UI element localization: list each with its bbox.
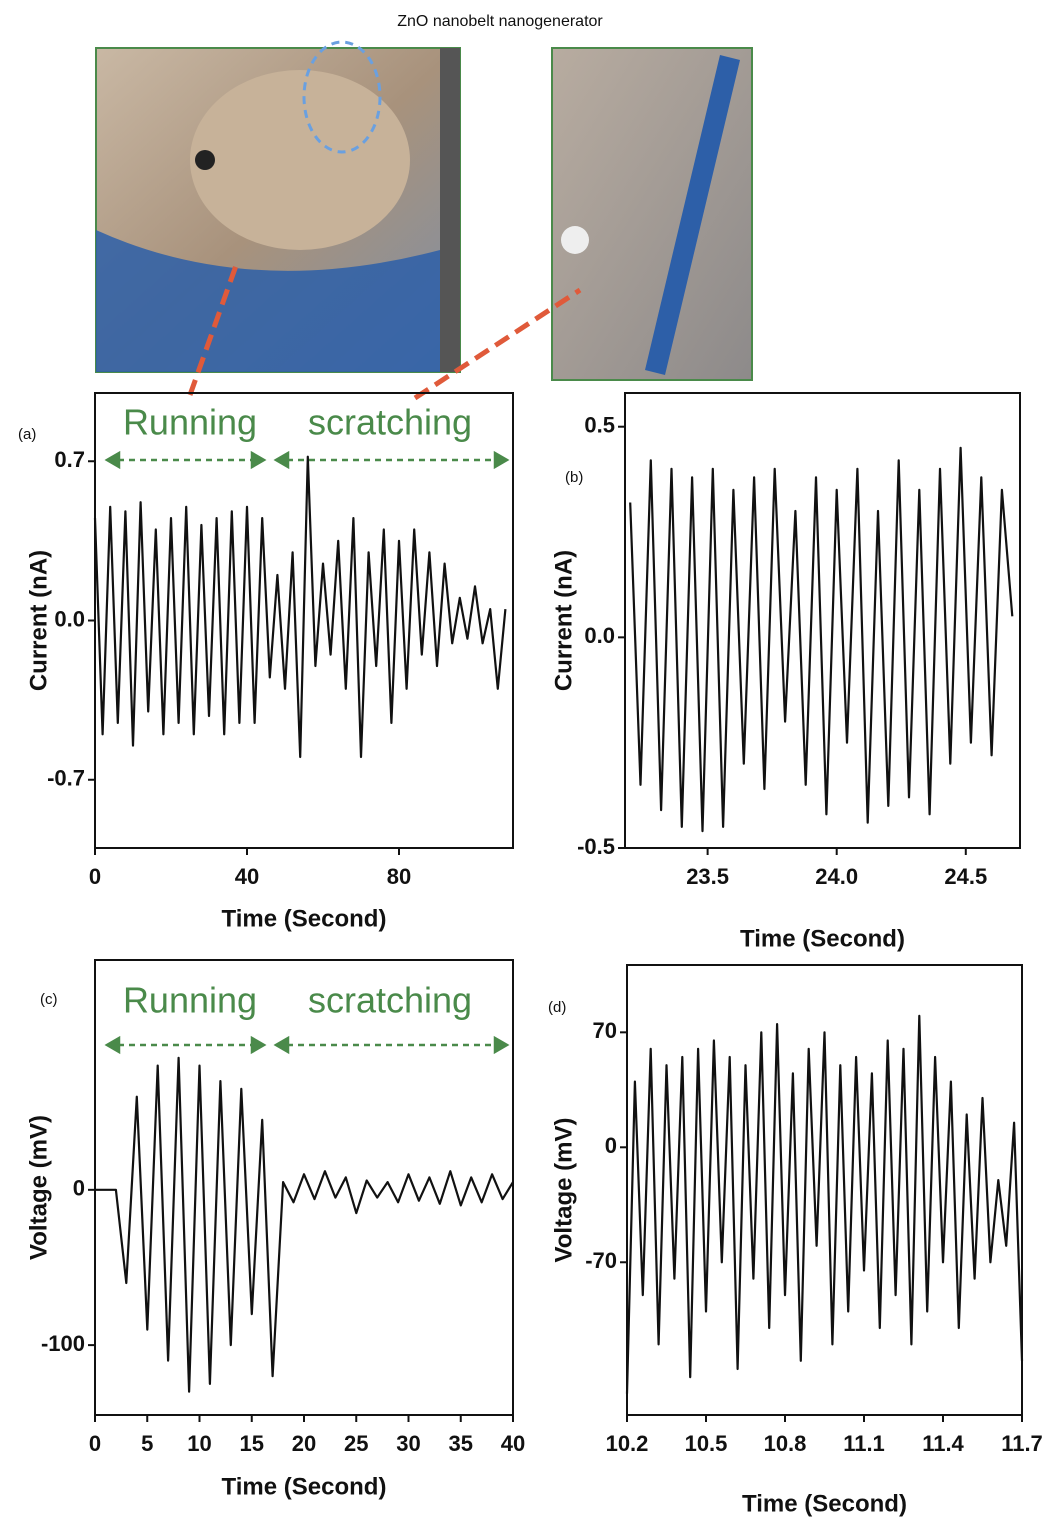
x-tick-label: 5: [141, 1431, 153, 1456]
y-axis-title: Voltage (mV): [550, 1118, 577, 1263]
pointer-arrows: [187, 259, 582, 401]
panel-label: (b): [565, 469, 583, 486]
y-tick-label: 0.0: [54, 606, 85, 631]
plot-frame: [624, 392, 1021, 849]
y-tick-label: 0.5: [584, 413, 615, 438]
signal-line: [95, 1056, 514, 1393]
x-tick-label: 0: [89, 1431, 101, 1456]
y-axis-title: Current (nA): [25, 550, 52, 691]
y-axis-title: Current (nA): [550, 550, 577, 691]
x-tick-label: 11.4: [922, 1431, 964, 1456]
arrow-head: [493, 450, 510, 470]
x-tick-label: 10.2: [606, 1431, 649, 1456]
x-tick-label: 0: [89, 864, 101, 889]
y-tick-label: -0.5: [577, 834, 615, 859]
arrow-head: [104, 450, 121, 470]
x-tick-label: 10.5: [685, 1431, 728, 1456]
phase-annotation: scratching: [308, 980, 472, 1021]
x-tick-label: 40: [501, 1431, 525, 1456]
x-axis-title: Time (Second): [222, 905, 387, 932]
caption: ZnO nanobelt nanogenerator: [397, 13, 603, 30]
panel-label: (c): [40, 991, 58, 1008]
y-tick-label: 0: [73, 1176, 85, 1201]
x-tick-label: 11.7: [1001, 1431, 1043, 1456]
arrow-head: [250, 1035, 267, 1055]
y-tick-label: 0.7: [54, 447, 85, 472]
x-tick-label: 35: [449, 1431, 473, 1456]
plot-frame: [94, 959, 514, 1416]
x-tick-label: 40: [235, 864, 259, 889]
phase-annotation: Running: [123, 402, 257, 443]
x-tick-label: 10.8: [764, 1431, 807, 1456]
y-tick-label: -70: [585, 1248, 617, 1273]
arrow-head: [104, 1035, 121, 1055]
x-tick-label: 23.5: [686, 864, 729, 889]
x-tick-label: 20: [292, 1431, 316, 1456]
y-tick-label: -0.7: [47, 766, 85, 791]
x-axis-title: Time (Second): [742, 1490, 907, 1517]
y-tick-label: -100: [41, 1331, 85, 1356]
phase-arrows: [104, 450, 510, 470]
photo-scratching: [551, 47, 753, 381]
arrow-head: [273, 1035, 290, 1055]
x-axis-title: Time (Second): [740, 925, 905, 952]
x-tick-label: 24.5: [944, 864, 987, 889]
arrow-head: [273, 450, 290, 470]
x-tick-label: 10: [187, 1431, 211, 1456]
phase-annotation: scratching: [308, 402, 472, 443]
y-tick-label: 70: [593, 1018, 617, 1043]
x-tick-label: 80: [387, 864, 411, 889]
signal-line: [625, 1014, 1024, 1394]
x-tick-label: 11.1: [843, 1431, 885, 1456]
y-tick-label: 0: [605, 1133, 617, 1158]
phase-arrows: [104, 1035, 510, 1055]
signal-line: [629, 446, 1014, 833]
x-tick-label: 15: [240, 1431, 264, 1456]
panel-label: (d): [548, 999, 566, 1016]
x-axis-title: Time (Second): [222, 1473, 387, 1500]
x-tick-label: 30: [396, 1431, 420, 1456]
arrow-head: [250, 450, 267, 470]
arrow-head: [493, 1035, 510, 1055]
x-tick-label: 25: [344, 1431, 368, 1456]
plot-frame: [626, 964, 1023, 1416]
signal-line: [93, 455, 507, 759]
x-tick-label: 24.0: [815, 864, 858, 889]
y-tick-label: 0.0: [584, 623, 615, 648]
panel-label: (a): [18, 426, 36, 443]
y-axis-title: Voltage (mV): [25, 1115, 52, 1260]
photo-running: [95, 40, 461, 373]
phase-annotation: Running: [123, 980, 257, 1021]
